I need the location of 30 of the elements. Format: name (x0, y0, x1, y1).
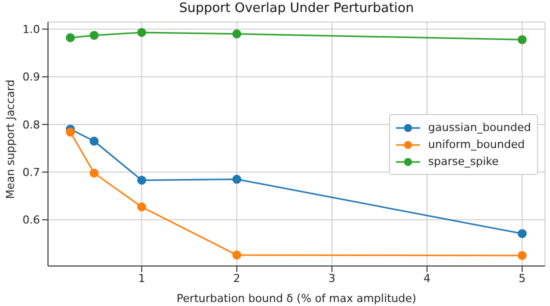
y-tick-label: 0.8 (22, 118, 40, 132)
y-tick-label: 0.9 (22, 70, 40, 84)
point (232, 174, 242, 184)
y-axis-title: Mean support Jaccard (4, 80, 17, 199)
legend-label: sparse_spike (428, 155, 499, 168)
x-axis-title: Perturbation bound δ (% of max amplitude) (176, 292, 416, 305)
point (66, 33, 75, 42)
point (518, 229, 527, 238)
point (90, 136, 99, 146)
x-tick-label: 5 (518, 272, 526, 285)
y-tick-label: 0.7 (22, 166, 40, 180)
x-tick-label: 1 (138, 272, 146, 285)
point (137, 28, 146, 37)
chart-title: Support Overlap Under Perturbation (178, 1, 415, 16)
x-tick-label: 3 (328, 272, 336, 285)
point (518, 251, 527, 260)
x-tick-label: 2 (233, 272, 240, 285)
legend-label: gaussian_bounded (428, 121, 531, 134)
point (232, 29, 242, 38)
x-tick-label: 4 (424, 272, 431, 285)
point (66, 128, 75, 137)
point (518, 35, 527, 44)
y-tick-label: 0.6 (22, 214, 40, 227)
y-tick-label: 1.0 (22, 23, 40, 36)
point (90, 30, 99, 40)
point (90, 168, 99, 178)
point (232, 250, 242, 260)
point (137, 176, 146, 185)
point (137, 202, 146, 212)
legend-label: uniform_bounded (428, 138, 525, 151)
